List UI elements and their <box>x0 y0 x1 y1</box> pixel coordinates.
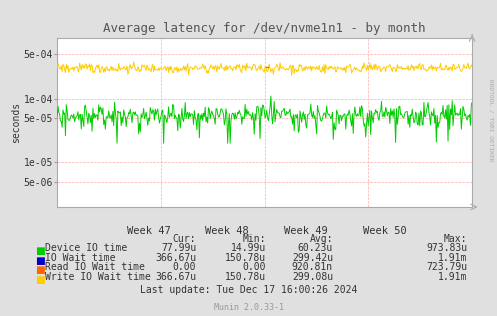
Text: ■: ■ <box>35 275 45 285</box>
Text: 0.00: 0.00 <box>173 262 196 272</box>
Text: seconds: seconds <box>10 102 21 143</box>
Text: Device IO time: Device IO time <box>45 243 127 253</box>
Text: Week 48: Week 48 <box>205 226 249 236</box>
Text: 60.23u: 60.23u <box>298 243 333 253</box>
Text: IO Wait time: IO Wait time <box>45 253 115 263</box>
Text: RRDTOOL / TOBI OETIKER: RRDTOOL / TOBI OETIKER <box>488 79 493 161</box>
Title: Average latency for /dev/nvme1n1 - by month: Average latency for /dev/nvme1n1 - by mo… <box>103 22 426 35</box>
Text: 14.99u: 14.99u <box>231 243 266 253</box>
Text: 299.42u: 299.42u <box>292 253 333 263</box>
Text: 366.67u: 366.67u <box>155 272 196 282</box>
Text: Min:: Min: <box>243 234 266 244</box>
Text: Week 49: Week 49 <box>284 226 328 236</box>
Text: 0.00: 0.00 <box>243 262 266 272</box>
Text: 299.08u: 299.08u <box>292 272 333 282</box>
Text: Write IO Wait time: Write IO Wait time <box>45 272 151 282</box>
Text: Last update: Tue Dec 17 16:00:26 2024: Last update: Tue Dec 17 16:00:26 2024 <box>140 285 357 295</box>
Text: 1.91m: 1.91m <box>438 253 467 263</box>
Text: Max:: Max: <box>444 234 467 244</box>
Text: 77.99u: 77.99u <box>161 243 196 253</box>
Text: ■: ■ <box>35 256 45 266</box>
Text: 150.78u: 150.78u <box>225 253 266 263</box>
Text: Avg:: Avg: <box>310 234 333 244</box>
Text: 1.91m: 1.91m <box>438 272 467 282</box>
Text: ■: ■ <box>35 265 45 275</box>
Text: 723.79u: 723.79u <box>426 262 467 272</box>
Text: ■: ■ <box>35 246 45 256</box>
Text: 366.67u: 366.67u <box>155 253 196 263</box>
Text: Read IO Wait time: Read IO Wait time <box>45 262 145 272</box>
Text: Cur:: Cur: <box>173 234 196 244</box>
Text: Week 47: Week 47 <box>127 226 170 236</box>
Text: 150.78u: 150.78u <box>225 272 266 282</box>
Text: 920.81n: 920.81n <box>292 262 333 272</box>
Text: Munin 2.0.33-1: Munin 2.0.33-1 <box>214 303 283 312</box>
Text: 973.83u: 973.83u <box>426 243 467 253</box>
Text: Week 50: Week 50 <box>363 226 407 236</box>
